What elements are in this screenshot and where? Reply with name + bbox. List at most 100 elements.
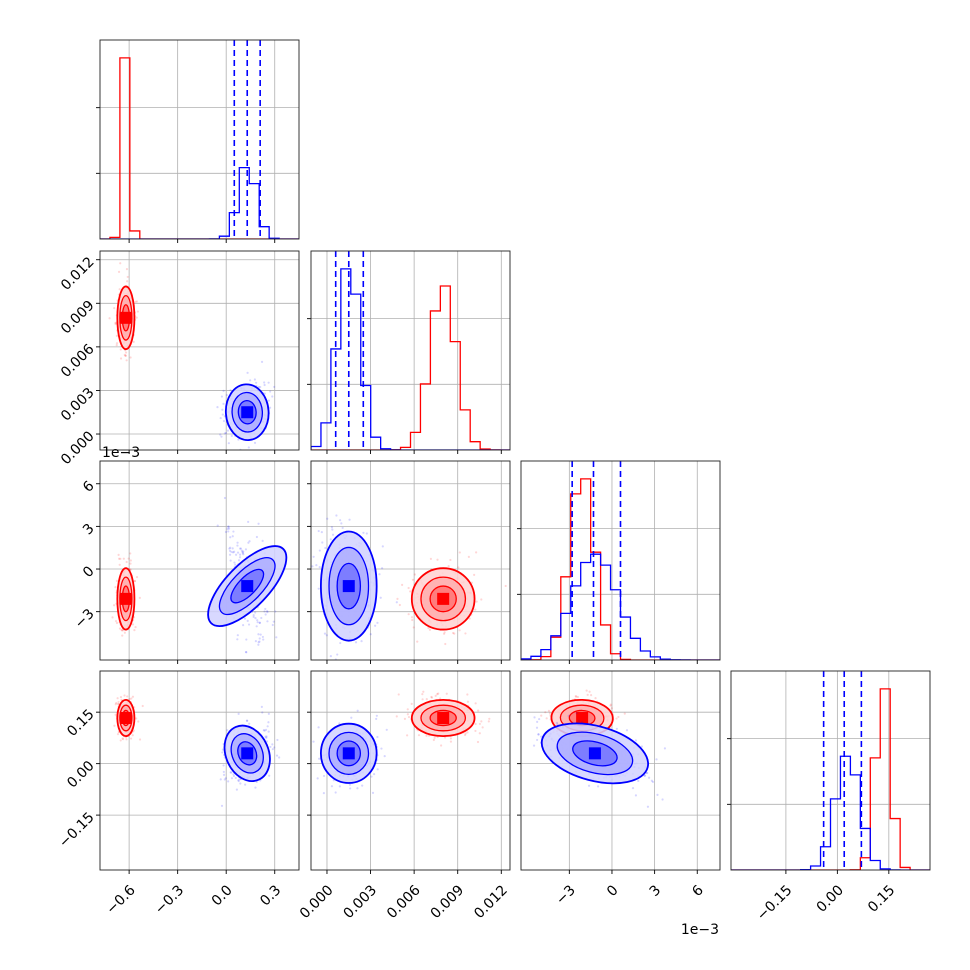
sample-point [335,514,338,517]
sample-point [221,408,224,411]
sample-point [235,788,238,791]
sample-point [232,773,235,776]
sample-point [138,596,141,599]
sample-point [655,758,658,761]
sample-point [258,640,261,643]
sample-point [125,359,128,362]
sample-point [121,737,124,740]
sample-point [256,621,259,624]
sample-point [136,310,139,313]
sample-point [115,344,118,347]
x-tick-label: 3 [647,882,665,900]
sample-point [258,621,261,624]
sample-point [238,556,242,559]
sample-point [444,642,447,646]
sample-point [412,626,415,629]
sample-point [237,438,240,441]
density-peak-blue [342,747,355,760]
sample-point [634,739,637,742]
sample-point [255,381,258,384]
sample-point [119,739,122,742]
sample-point [124,354,127,357]
sample-point [248,722,251,725]
sample-point [247,623,251,626]
panel-plot-area [100,461,299,660]
sample-point [322,774,326,778]
sample-point [115,334,118,337]
histogram-red [521,478,720,660]
x-tick-label: 0.003 [341,882,381,922]
sample-point [132,729,135,732]
sample-point [474,722,477,726]
sample-point [396,597,399,601]
panel-3-1: 0.000 0.003 0.006 0.009 0.012 [297,670,511,922]
sample-point [322,792,325,795]
sample-point [129,552,132,555]
sample-point [222,419,226,423]
sample-point [236,551,240,554]
sample-point [348,783,352,786]
sample-point [253,441,257,444]
sample-point [257,385,260,389]
sample-point [443,631,446,634]
density-peak-blue [241,406,254,419]
sample-point [228,547,231,550]
sample-point [220,395,224,398]
panel-plot-area [100,251,299,450]
sample-point [445,692,448,695]
sample-point [407,586,410,590]
sample-point [473,573,476,576]
sample-point [252,615,255,619]
sample-point [276,738,279,742]
sample-point [360,640,363,643]
histogram-blue [100,166,299,239]
sample-point [350,716,353,719]
sample-point [348,518,351,521]
sample-point [381,545,384,548]
sample-point [131,623,135,626]
density-peak-blue [241,580,254,593]
sample-point [637,779,640,783]
sample-point [267,730,270,733]
sample-point [263,381,266,384]
sample-point [416,640,419,643]
sample-point [246,619,249,623]
sample-point [487,720,490,723]
sample-point [271,395,274,398]
sample-point [312,740,315,743]
panel-frame [520,460,721,661]
sample-point [221,751,224,754]
sample-point [240,549,243,552]
sample-point [261,635,264,639]
sample-point [223,432,226,435]
sample-point [475,551,478,554]
sample-point [126,275,129,279]
sample-point [356,787,359,790]
y-tick-label: 3 [80,521,98,539]
sample-point [278,756,281,759]
sample-point [129,562,132,565]
sample-point [225,393,228,397]
sample-point [555,721,559,724]
sample-point [115,621,119,625]
sample-point [596,785,600,788]
sample-point [232,774,236,778]
sample-point [375,717,378,721]
sample-point [474,702,477,705]
histogram-blue [311,268,510,450]
sample-point [233,561,236,564]
sample-point [265,736,268,739]
panel-2-0: −3 0 3 6 [72,460,300,664]
sample-point [227,530,230,533]
panel-1-1 [307,250,511,454]
sample-point [594,697,597,700]
sample-point [258,621,261,624]
sample-point [260,360,264,363]
sample-point [410,702,413,705]
panel-plot-area [311,461,510,660]
sample-point [119,357,123,360]
sample-point [574,695,577,698]
sample-point [609,704,612,707]
sample-point [466,700,470,703]
sample-point [114,620,118,623]
